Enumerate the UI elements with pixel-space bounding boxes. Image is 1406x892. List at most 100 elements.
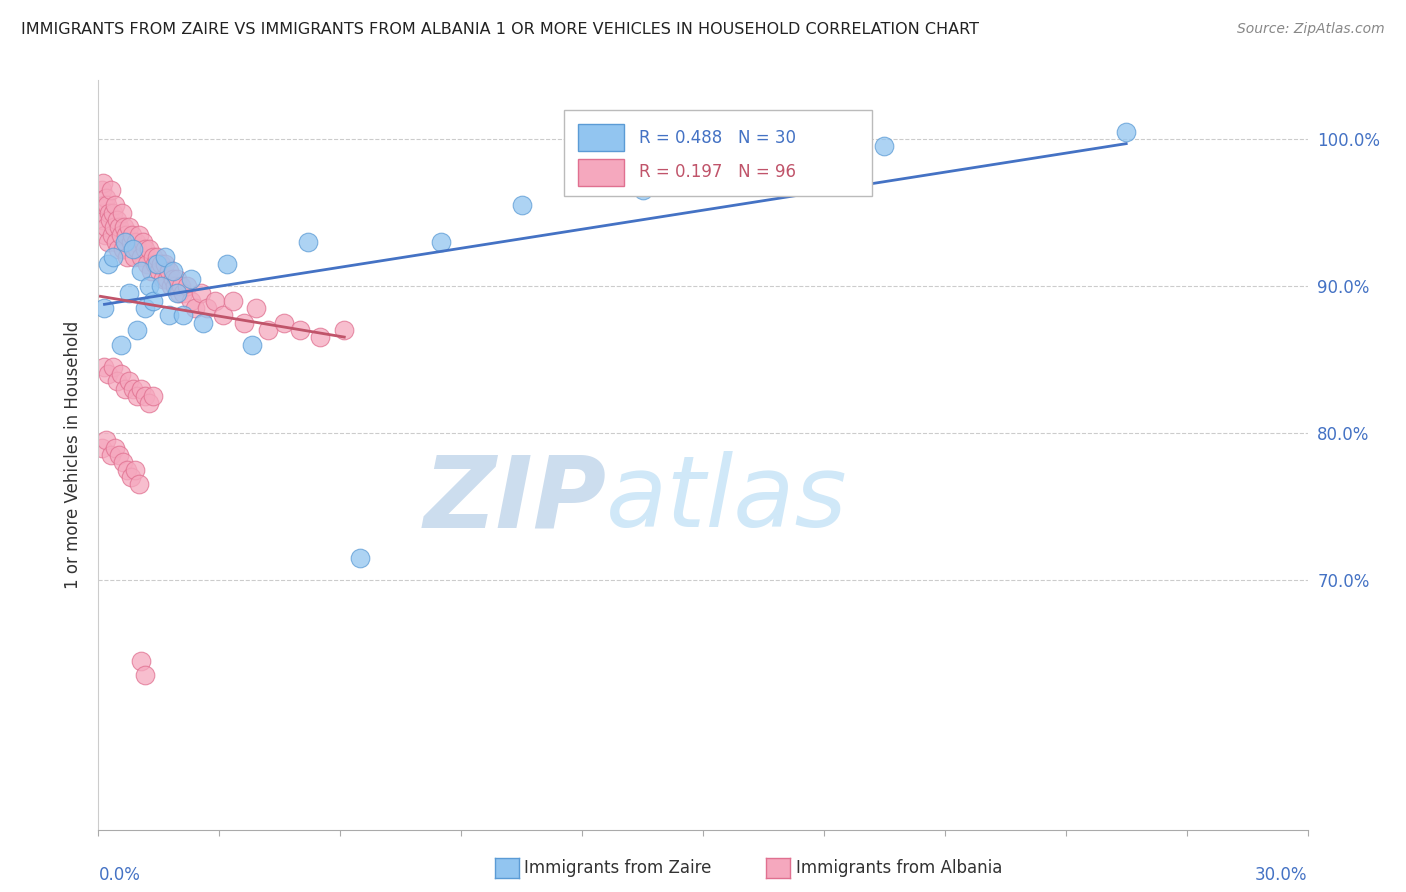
- Point: [110, 367, 132, 381]
- Point: [96, 434, 118, 448]
- Point: [91, 212, 114, 227]
- Text: R = 0.197   N = 96: R = 0.197 N = 96: [638, 163, 796, 181]
- Point: [110, 227, 132, 242]
- Point: [105, 375, 128, 389]
- Point: [153, 250, 176, 264]
- Point: [107, 242, 129, 256]
- Point: [240, 337, 263, 351]
- Point: [157, 309, 180, 323]
- Text: 0.0%: 0.0%: [98, 866, 141, 884]
- Point: [510, 198, 533, 212]
- Point: [128, 227, 150, 242]
- Point: [163, 279, 186, 293]
- Point: [100, 184, 122, 198]
- Point: [94, 191, 117, 205]
- Point: [91, 441, 114, 455]
- Point: [124, 235, 146, 249]
- Point: [142, 389, 165, 403]
- Point: [93, 301, 115, 315]
- Point: [104, 235, 127, 249]
- Point: [157, 264, 180, 278]
- Point: [430, 235, 453, 249]
- Point: [127, 242, 149, 256]
- Point: [256, 323, 278, 337]
- Point: [118, 286, 141, 301]
- Point: [162, 271, 184, 285]
- Point: [114, 227, 136, 242]
- Point: [631, 184, 654, 198]
- Point: [193, 316, 215, 330]
- Text: Source: ZipAtlas.com: Source: ZipAtlas.com: [1237, 22, 1385, 37]
- Point: [101, 250, 124, 264]
- Point: [96, 198, 118, 212]
- Point: [114, 382, 136, 396]
- Text: Immigrants from Albania: Immigrants from Albania: [796, 859, 1002, 877]
- Point: [134, 389, 156, 403]
- Point: [139, 264, 162, 278]
- Point: [222, 293, 245, 308]
- Point: [125, 389, 148, 403]
- Point: [170, 279, 193, 293]
- Text: R = 0.488   N = 30: R = 0.488 N = 30: [638, 128, 796, 147]
- Point: [138, 279, 160, 293]
- Point: [101, 205, 124, 219]
- Point: [101, 359, 124, 374]
- Point: [93, 198, 115, 212]
- Text: ZIP: ZIP: [423, 451, 606, 549]
- Point: [120, 470, 142, 484]
- Point: [97, 205, 120, 219]
- Point: [245, 301, 267, 315]
- Point: [91, 176, 114, 190]
- Point: [333, 323, 356, 337]
- Point: [118, 220, 141, 235]
- Point: [149, 279, 172, 293]
- Point: [98, 212, 121, 227]
- Point: [134, 301, 156, 315]
- Point: [160, 279, 183, 293]
- Point: [129, 264, 152, 278]
- Point: [146, 257, 169, 271]
- Point: [121, 382, 143, 396]
- Point: [149, 257, 172, 271]
- Point: [176, 279, 198, 293]
- Point: [129, 250, 152, 264]
- Point: [180, 271, 202, 285]
- Point: [124, 462, 146, 476]
- FancyBboxPatch shape: [564, 111, 872, 196]
- Point: [97, 257, 120, 271]
- Point: [309, 330, 332, 344]
- Point: [89, 205, 111, 219]
- Point: [125, 323, 148, 337]
- Point: [204, 293, 226, 308]
- Point: [115, 462, 138, 476]
- Point: [134, 242, 156, 256]
- Point: [232, 316, 254, 330]
- Point: [100, 448, 122, 462]
- Point: [96, 220, 118, 235]
- Point: [108, 220, 131, 235]
- Point: [146, 250, 169, 264]
- Point: [111, 455, 134, 469]
- Point: [97, 235, 120, 249]
- Point: [195, 301, 218, 315]
- Point: [90, 184, 112, 198]
- Point: [103, 220, 125, 235]
- Point: [129, 654, 152, 668]
- Point: [273, 316, 295, 330]
- Point: [97, 367, 120, 381]
- Text: 30.0%: 30.0%: [1256, 866, 1308, 884]
- Point: [167, 286, 190, 301]
- Point: [288, 323, 311, 337]
- Point: [172, 286, 194, 301]
- Point: [148, 264, 170, 278]
- Point: [103, 441, 125, 455]
- Point: [103, 198, 125, 212]
- Point: [172, 309, 194, 323]
- Point: [138, 396, 160, 410]
- Point: [121, 227, 143, 242]
- Point: [117, 250, 139, 264]
- Point: [156, 271, 179, 285]
- Point: [184, 301, 207, 315]
- Point: [138, 242, 160, 256]
- Point: [217, 257, 239, 271]
